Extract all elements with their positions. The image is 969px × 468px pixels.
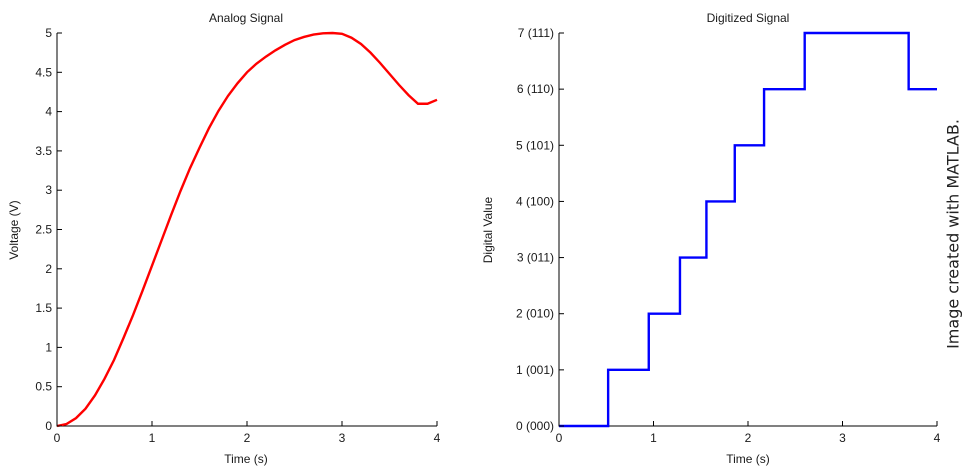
digital-y-ticks: 0 (000) 1 (001) 2 (010) 3 (011) 4 (100) 5 (10… (516, 26, 564, 433)
analog-x-tick-label: 4 (434, 431, 441, 445)
credit-text: Image created with MATLAB. (943, 119, 962, 349)
analog-x-axis-label: Time (s) (224, 452, 268, 466)
analog-y-tick-label: 0.5 (35, 380, 52, 394)
analog-plot-area: 0 1 2 3 4 0 0.5 1 1.5 2 2.5 3 3.5 4 4.5 5 (35, 26, 440, 445)
analog-y-tick-label: 0 (45, 419, 52, 433)
digital-y-tick-label: 7 (111) (518, 26, 554, 40)
digital-y-tick-label: 3 (011) (517, 251, 554, 265)
analog-x-tick-label: 0 (54, 431, 61, 445)
digital-x-tick-label: 2 (745, 431, 752, 445)
analog-y-tick-label: 2.5 (35, 223, 52, 237)
digital-x-axis-label: Time (s) (726, 452, 770, 466)
digital-signal-step-line (559, 31, 937, 428)
analog-y-tick-label: 3.5 (35, 144, 52, 158)
digital-y-tick-label: 4 (100) (516, 194, 554, 208)
analog-y-ticks: 0 0.5 1 1.5 2 2.5 3 3.5 4 4.5 5 (35, 26, 62, 433)
analog-x-tick-label: 2 (244, 431, 251, 445)
digital-y-tick-label: 2 (010) (516, 307, 554, 321)
analog-x-tick-label: 3 (339, 431, 346, 445)
digital-x-tick-label: 3 (839, 431, 846, 445)
digital-y-axis-label: Digital Value (481, 196, 495, 263)
digital-y-tick-label: 5 (101) (516, 138, 554, 152)
digital-y-tick-label: 0 (000) (516, 419, 554, 433)
analog-x-ticks: 0 1 2 3 4 (54, 421, 441, 445)
analog-x-tick-label: 1 (149, 431, 156, 445)
analog-signal-line (56, 31, 438, 428)
digital-chart-title: Digitized Signal (707, 11, 790, 25)
analog-y-tick-label: 4.5 (35, 65, 52, 79)
analog-y-tick-label: 4 (45, 105, 52, 119)
analog-y-axis-label: Voltage (V) (7, 200, 21, 259)
analog-y-tick-label: 1.5 (35, 301, 52, 315)
analog-y-tick-label: 1 (45, 340, 52, 354)
digital-x-ticks: 0 1 2 3 4 (556, 421, 941, 445)
analog-y-tick-label: 2 (45, 262, 52, 276)
digital-y-tick-label: 6 (110) (517, 82, 554, 96)
digital-y-tick-label: 1 (001) (516, 363, 554, 377)
digital-x-tick-label: 1 (650, 431, 657, 445)
digital-x-tick-label: 0 (556, 431, 563, 445)
analog-chart: Analog Signal 0 1 2 3 4 0 0.5 1 1.5 2 2.5 3 3.5 4 4.5… (7, 11, 441, 466)
digital-chart: Digitized Signal 0 1 2 3 4 0 (000) 1 (001) 2 (… (481, 11, 941, 466)
analog-chart-title: Analog Signal (209, 11, 283, 25)
analog-y-tick-label: 3 (45, 183, 52, 197)
digital-axes (558, 33, 937, 427)
credit-note: Image created with MATLAB. (936, 0, 969, 468)
digital-plot-area: 0 1 2 3 4 0 (000) 1 (001) 2 (010) 3 (011) 4 (100… (516, 26, 941, 445)
digital-x-tick-label: 4 (934, 431, 941, 445)
analog-y-tick-label: 5 (45, 26, 52, 40)
analog-axes (56, 33, 437, 427)
